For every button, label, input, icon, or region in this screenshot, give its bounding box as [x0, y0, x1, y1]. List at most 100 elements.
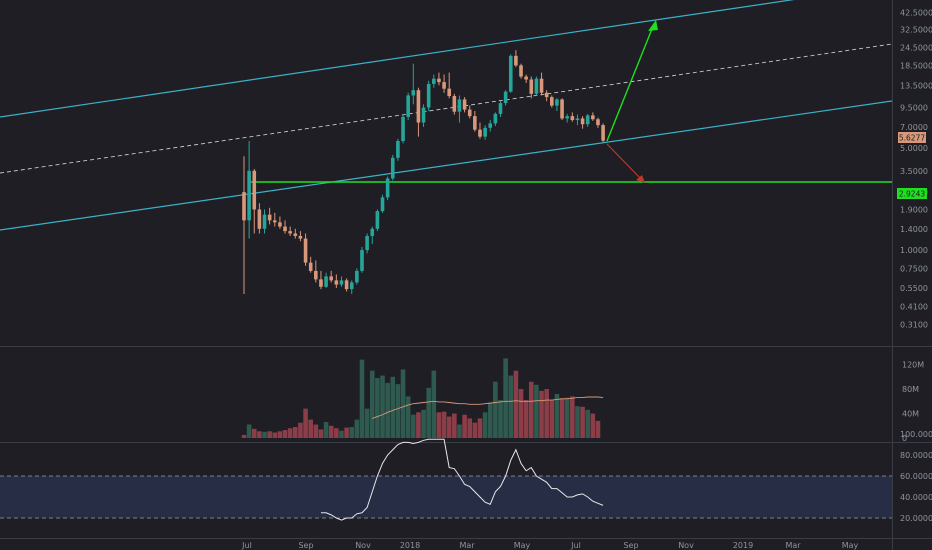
volume-bar — [323, 422, 329, 438]
time-tick-label: Sep — [298, 541, 313, 550]
candle-body — [375, 211, 380, 229]
volume-bar — [431, 370, 437, 438]
time-axis[interactable]: Jul Sep Nov 2018 Mar May Jul Sep Nov 2019 Mar May — [241, 541, 858, 550]
time-tick-label: Mar — [459, 541, 475, 550]
candle-body — [483, 127, 487, 137]
volume-bar — [251, 428, 257, 438]
bullish-arrow-line[interactable] — [606, 23, 655, 142]
candle-body — [390, 157, 395, 179]
candle-body — [324, 276, 328, 287]
volume-bar — [395, 384, 401, 438]
time-tick-label: Nov — [355, 541, 371, 550]
candle-body — [514, 55, 518, 66]
volume-bar — [446, 416, 452, 438]
price-tick-label: 32.5000 — [900, 26, 932, 35]
candle-body — [560, 99, 564, 119]
candle-body — [257, 209, 262, 229]
candle-body — [411, 90, 416, 96]
time-tick-label: Jul — [241, 541, 252, 550]
rsi-tick-label: 20.0000 — [900, 514, 932, 523]
support-price-label-box — [897, 188, 927, 199]
candle-body — [519, 65, 523, 77]
volume-bar — [590, 413, 596, 438]
volume-bar — [313, 424, 319, 438]
volume-bar — [426, 387, 431, 438]
volume-axis[interactable]: 120M 80M 40M 0 — [902, 361, 924, 443]
rsi-tick-label: 80.0000 — [900, 451, 932, 460]
current-price-label-box — [898, 132, 926, 143]
volume-moving-average-line[interactable] — [372, 396, 604, 419]
price-tick-label: 3.5000 — [900, 167, 928, 176]
candle-body — [370, 228, 375, 236]
volume-bar — [570, 396, 575, 438]
volume-bar — [564, 397, 570, 438]
price-tick-label: 7.0000 — [900, 123, 928, 132]
volume-bar — [318, 429, 324, 438]
candle-body — [303, 238, 308, 263]
candle-body — [360, 250, 364, 271]
volume-bar — [354, 419, 360, 438]
candle-body — [283, 226, 287, 232]
candle-body — [314, 270, 318, 280]
volume-bar-series[interactable] — [241, 358, 601, 438]
volume-bar — [364, 408, 370, 438]
candle-body — [396, 141, 400, 158]
candle-body — [288, 231, 292, 234]
candle-body — [426, 83, 431, 108]
candle-body — [247, 170, 251, 221]
candle-body — [242, 192, 246, 221]
volume-bar — [503, 358, 508, 438]
rsi-tick-label: 40.0000 — [900, 493, 932, 502]
volume-bar — [339, 430, 344, 438]
rsi-axis[interactable]: 100.0000 80.0000 60.0000 40.0000 20.0000 — [900, 430, 932, 523]
price-tick-label: 0.4100 — [900, 303, 928, 312]
price-tick-label: 0.3100 — [900, 320, 928, 329]
candlestick-series[interactable] — [242, 50, 605, 294]
rsi-line[interactable] — [320, 438, 604, 521]
volume-bar — [334, 428, 339, 438]
volume-bar — [534, 384, 539, 438]
channel-middle-dashed-line[interactable] — [0, 43, 893, 174]
candle-body — [601, 125, 605, 141]
price-tick-label: 13.5000 — [900, 81, 932, 90]
volume-bar — [441, 411, 447, 438]
volume-bar — [493, 381, 498, 438]
volume-bar — [436, 412, 442, 438]
volume-bar — [257, 431, 262, 438]
candle-body — [524, 76, 528, 80]
candle-body — [508, 55, 513, 92]
volume-bar — [400, 369, 406, 438]
channel-lower-line[interactable] — [0, 100, 893, 231]
volume-bar — [272, 432, 278, 438]
candle-body — [339, 280, 344, 285]
volume-bar — [277, 431, 283, 438]
volume-tick-label: 80M — [902, 385, 919, 394]
candle-body — [539, 78, 544, 93]
bearish-arrow-line[interactable] — [606, 143, 644, 182]
channel-upper-line[interactable] — [0, 0, 892, 118]
candle-body — [488, 123, 493, 128]
volume-bar — [375, 378, 380, 438]
volume-bar — [390, 376, 396, 438]
candle-body — [380, 197, 385, 212]
rsi-overbought-band — [0, 476, 892, 518]
volume-bar — [487, 402, 493, 438]
candle-body — [462, 99, 467, 110]
volume-bar — [523, 400, 529, 438]
candle-body — [293, 233, 298, 236]
volume-bar — [467, 418, 473, 438]
candle-body — [334, 280, 339, 285]
price-tick-label: 1.0000 — [900, 246, 928, 255]
candle-body — [580, 118, 585, 125]
candle-body — [308, 262, 313, 271]
volume-bar — [539, 390, 544, 438]
candle-body — [252, 170, 257, 210]
candle-body — [503, 91, 508, 104]
candle-body — [493, 113, 498, 124]
candle-body — [267, 214, 272, 221]
volume-bar — [298, 422, 303, 438]
candle-body — [575, 118, 580, 121]
time-tick-label: Mar — [785, 541, 801, 550]
price-tick-label: 24.5000 — [900, 44, 932, 53]
